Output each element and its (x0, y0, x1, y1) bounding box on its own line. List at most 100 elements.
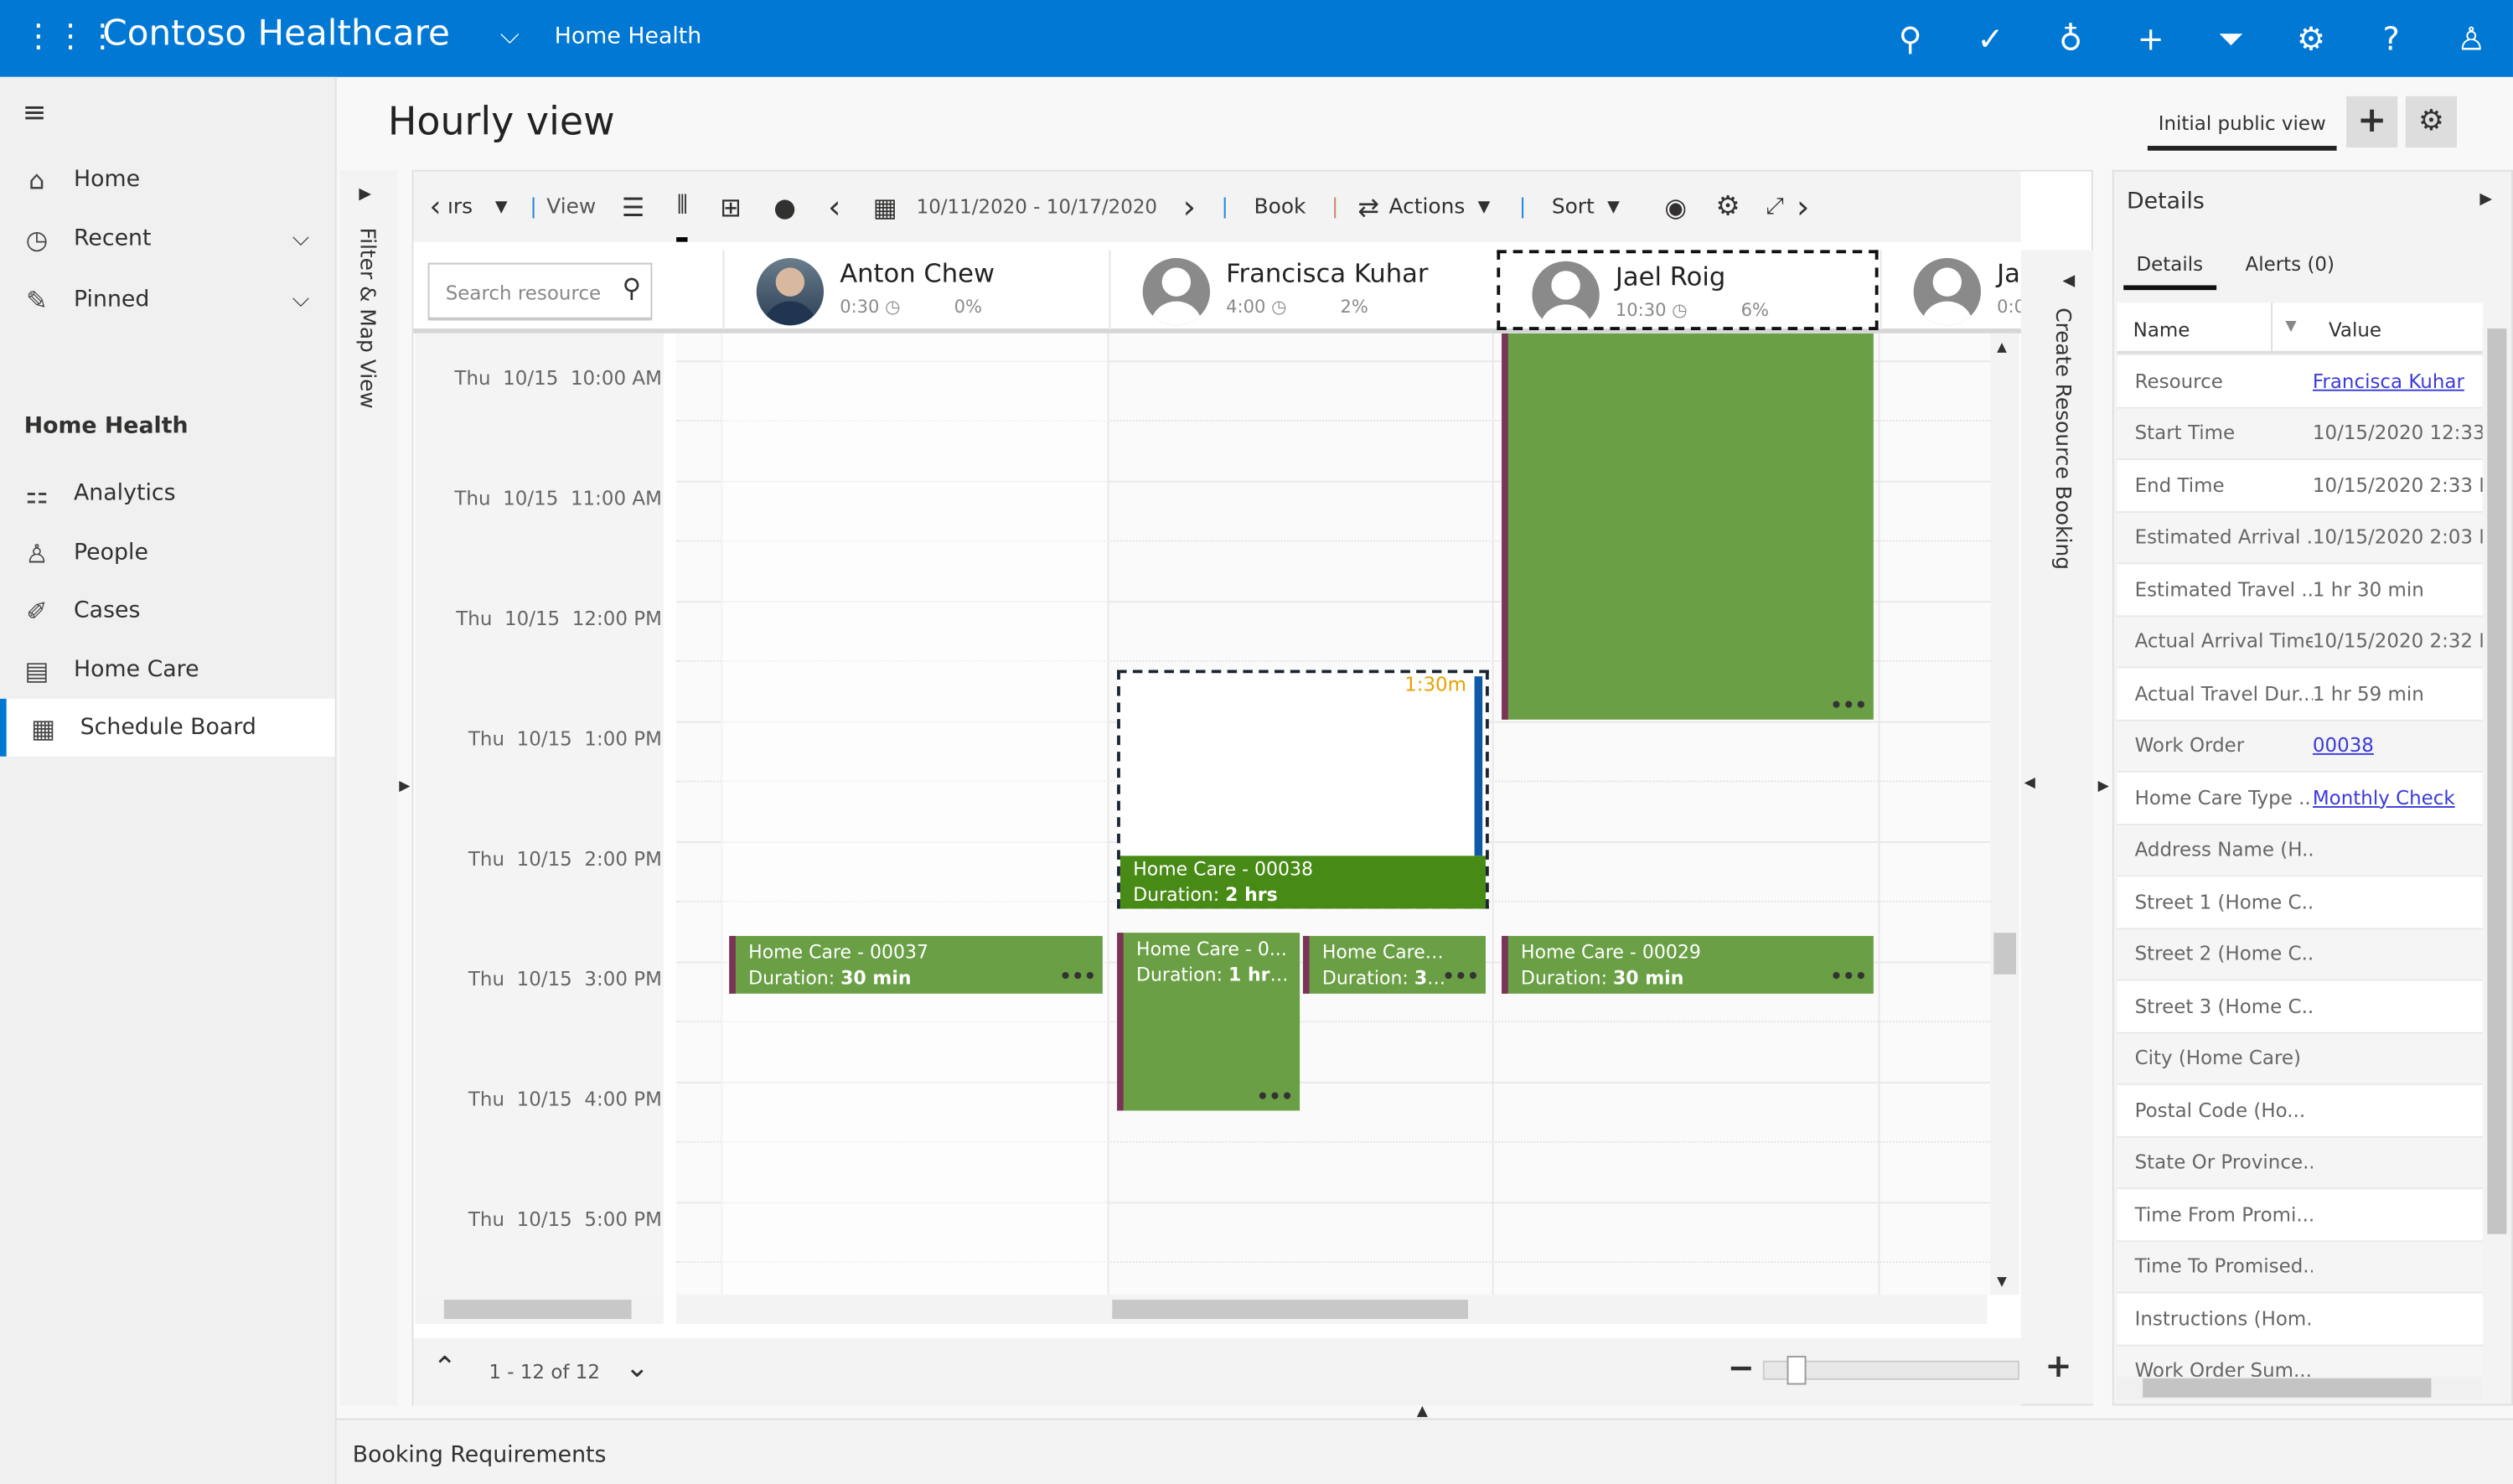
caret-down-icon[interactable]: ▼ (1477, 198, 1491, 216)
nav-recent[interactable]: ◷ Recent ⌵ (0, 210, 335, 268)
nav-people[interactable]: ♙ People (0, 524, 335, 582)
search-icon[interactable]: ⚲ (618, 272, 642, 303)
app-launcher-icon[interactable]: ⋮⋮⋮ (22, 16, 119, 55)
app-name[interactable]: Contoso Healthcare (102, 14, 450, 55)
gear-icon[interactable]: ⚙ (2296, 18, 2326, 58)
tab-initial-public-view[interactable]: Initial public view (2147, 106, 2337, 151)
caret-down-icon[interactable]: ▼ (494, 198, 508, 216)
nav-schedule-board[interactable]: ▦ Schedule Board (0, 698, 335, 757)
previous-icon[interactable]: ‹ (828, 187, 841, 226)
help-icon[interactable]: ? (2382, 18, 2400, 58)
board-tab-selector[interactable]: ırs (447, 194, 473, 220)
more-icon[interactable]: ••• (1830, 694, 1868, 716)
map-globe-icon[interactable]: ● (773, 191, 796, 222)
nav-label: Analytics (73, 480, 176, 507)
resource-francisca-kuhar[interactable]: Francisca Kuhar 4:00 ◷ 2% (1109, 250, 1494, 330)
zoom-in-button[interactable]: + (2045, 1346, 2072, 1385)
tab-settings-button[interactable]: ⚙ (2405, 96, 2458, 147)
detail-row: Street 3 (Home C... (2117, 980, 2483, 1033)
search-resource-input[interactable]: Search resource ⚲ (427, 262, 653, 321)
detail-value[interactable]: Francisca Kuhar (2312, 370, 2464, 393)
filter-icon[interactable]: ⏷ (2218, 18, 2244, 58)
booking-requirements-panel[interactable]: Booking Requirements (336, 1418, 2513, 1484)
swap-icon[interactable]: ⇄ (1357, 191, 1380, 222)
chevron-right-icon[interactable]: › (1797, 187, 1810, 226)
next-icon[interactable]: › (1182, 187, 1196, 226)
detail-name: Street 1 (Home C... (2134, 890, 2313, 913)
booking-selected[interactable]: 1:30m Home Care - 00038 Duration: 2 hrs (1117, 670, 1489, 909)
chevron-down-icon[interactable]: ⌄ (624, 1351, 649, 1385)
zoom-out-button[interactable]: − (1727, 1347, 1755, 1387)
date-range[interactable]: 10/11/2020 - 10/17/2020 (916, 195, 1158, 219)
nav-pinned[interactable]: ✎ Pinned ⌵ (0, 271, 335, 328)
column-value[interactable]: Value (2329, 318, 2382, 342)
calendar-icon[interactable]: ▦ (872, 191, 897, 222)
more-icon[interactable]: ••• (1442, 964, 1480, 988)
add-tab-button[interactable]: + (2346, 96, 2398, 147)
booking-block[interactable]: Home Care - 00037 Duration: 30 min ••• (729, 935, 1103, 994)
resource-anton-chew[interactable]: Anton Chew 0:30 ◷ 0% (722, 250, 1109, 330)
booking-block[interactable]: ••• (1502, 333, 1874, 720)
collapse-arrow-icon[interactable]: ◀ (2024, 775, 2035, 792)
zoom-slider[interactable] (1762, 1356, 2019, 1385)
expand-icon[interactable]: ▶ (359, 185, 372, 204)
collapse-arrow-icon[interactable]: ▶ (399, 778, 411, 795)
sort-button[interactable]: Sort (1551, 194, 1595, 220)
chevron-left-icon[interactable]: ‹ (429, 189, 442, 224)
expand-bottom-icon[interactable]: ▲ (1416, 1404, 1428, 1420)
detail-value: 10/15/2020 12:33 ... (2312, 421, 2483, 445)
hamburger-icon[interactable]: ≡ (22, 96, 47, 130)
collapse-details-icon[interactable]: ▶ (2479, 190, 2493, 209)
sort-caret-icon[interactable]: ▼ (2271, 302, 2297, 351)
more-icon[interactable]: ••• (1059, 964, 1097, 988)
resource-jael-roig[interactable]: Jael Roig 10:30 ◷ 6% (1497, 250, 1879, 330)
collapse-icon[interactable]: ◀ (2062, 272, 2076, 291)
caret-down-icon[interactable]: ▼ (1607, 198, 1620, 216)
schedule-grid[interactable]: ••• 1:30m Home Care - 00038 Duration: 2 h… (676, 333, 2007, 1295)
hourly-view-icon[interactable]: ⦀ (676, 173, 689, 241)
tab-details[interactable]: Details (2123, 244, 2216, 291)
search-icon[interactable]: ⚲ (1898, 18, 1922, 58)
booking-block[interactable]: Home Care - 0...Duration: 1 hr ...••• (1117, 933, 1300, 1111)
details-scrollbar[interactable] (2485, 309, 2509, 1368)
chevron-up-icon[interactable]: ⌃ (432, 1351, 458, 1385)
nav-home-care[interactable]: ▤ Home Care (0, 641, 335, 699)
grid-view-icon[interactable]: ⊞ (720, 191, 742, 222)
area-name[interactable]: Home Health (554, 23, 702, 50)
detail-value[interactable]: Monthly Check (2312, 786, 2455, 809)
detail-value[interactable]: 00038 (2312, 734, 2374, 758)
nav-analytics[interactable]: ⚏ Analytics (0, 465, 335, 523)
lightbulb-icon[interactable]: ♁ (2059, 18, 2083, 58)
booking-block[interactable]: Home Care - 0...Duration: 30 min••• (1302, 935, 1486, 994)
horizontal-scrollbar[interactable] (415, 1295, 664, 1324)
more-icon[interactable]: ••• (1256, 1084, 1294, 1108)
collapse-arrow-icon[interactable]: ▶ (2097, 778, 2109, 795)
horizontal-scrollbar[interactable] (676, 1295, 1988, 1324)
expand-icon[interactable]: ⤢ (1766, 194, 1784, 220)
detail-name: Street 2 (Home C... (2134, 943, 2313, 965)
chevron-down-icon[interactable]: ⌵ (499, 18, 520, 50)
detail-row: Street 2 (Home C... (2117, 928, 2483, 981)
resource-ja[interactable]: Ja 0:0 (1880, 250, 2021, 330)
nav-home[interactable]: ⌂ Home (0, 151, 335, 209)
task-icon[interactable]: ✓ (1977, 18, 2004, 58)
book-button[interactable]: Book (1254, 194, 1306, 220)
details-h-scrollbar[interactable] (2117, 1376, 2483, 1399)
list-view-icon[interactable]: ☰ (621, 191, 645, 222)
user-icon[interactable]: ♙ (2457, 18, 2486, 58)
eye-icon[interactable]: ◉ (1664, 191, 1688, 222)
settings-icon[interactable]: ⚙ (1715, 190, 1740, 223)
column-name[interactable]: Name (2133, 318, 2190, 342)
schedule-board: ‹ ırs ▼ | View ☰ ⦀ ⊞ ● ‹ ▦ 10/11/2020 - … (411, 169, 2093, 1406)
vertical-scrollbar[interactable]: ▲ ▼ (1990, 333, 2019, 1295)
create-booking-panel[interactable]: ◀ Create Resource Booking ◀ (2020, 250, 2093, 1404)
detail-name: Street 3 (Home C... (2134, 995, 2313, 1018)
tab-alerts[interactable]: Alerts (0) (2245, 253, 2335, 276)
plus-icon[interactable]: + (2137, 18, 2164, 58)
more-icon[interactable]: ••• (1830, 964, 1868, 988)
detail-name: Actual Arrival Time (2134, 630, 2313, 653)
nav-cases[interactable]: ✐ Cases (0, 582, 335, 639)
actions-button[interactable]: Actions (1388, 194, 1466, 220)
booking-block[interactable]: Home Care - 00029 Duration: 30 min ••• (1502, 935, 1874, 994)
filter-map-panel[interactable]: ▶ Filter & Map View (339, 169, 398, 1406)
